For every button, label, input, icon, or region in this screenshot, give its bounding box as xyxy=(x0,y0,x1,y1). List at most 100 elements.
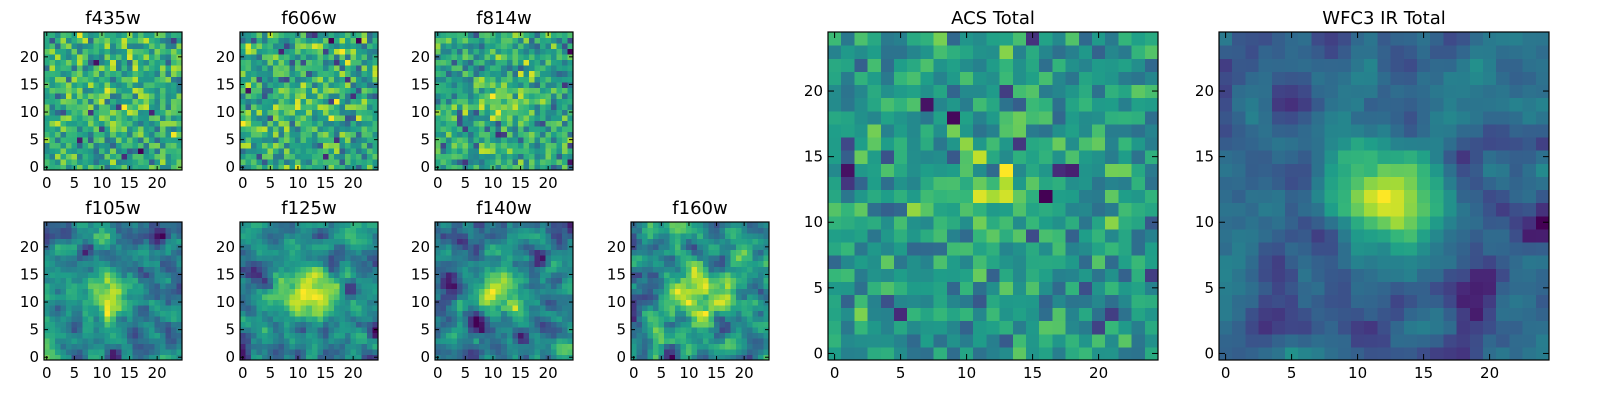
heatmap-cell xyxy=(440,136,447,143)
heatmap-cell xyxy=(473,32,480,39)
heatmap-cell xyxy=(880,320,895,335)
heatmap-cell xyxy=(350,48,357,55)
heatmap-cell xyxy=(350,98,357,105)
heatmap-cell xyxy=(82,76,89,83)
heatmap-cell xyxy=(999,189,1014,204)
heatmap-cell xyxy=(973,333,987,348)
heatmap-cell xyxy=(986,202,1001,217)
heatmap-cell xyxy=(1118,189,1133,204)
heatmap-cell xyxy=(344,125,351,132)
heatmap-cell xyxy=(361,227,368,234)
heatmap-cell xyxy=(66,260,73,267)
heatmap-cell xyxy=(1131,228,1146,243)
heatmap-cell xyxy=(159,158,167,166)
heatmap-cell xyxy=(907,307,921,322)
heatmap-cell xyxy=(501,32,508,39)
heatmap-cell xyxy=(528,37,535,44)
heatmap-cell xyxy=(528,59,535,66)
heatmap-cell xyxy=(490,277,497,284)
heatmap-cell xyxy=(534,271,541,278)
panel-title: f125w xyxy=(281,198,336,219)
heatmap-cell xyxy=(512,332,519,339)
heatmap-cell xyxy=(71,227,78,234)
heatmap-cell xyxy=(121,222,128,229)
heatmap-cell xyxy=(165,310,172,317)
heatmap-cell xyxy=(143,321,150,328)
heatmap-cell xyxy=(267,43,274,50)
heatmap-cell xyxy=(550,37,558,44)
heatmap-cell xyxy=(1065,202,1080,217)
heatmap-cell xyxy=(115,227,122,234)
heatmap-cell xyxy=(93,81,100,88)
heatmap-cell xyxy=(523,92,530,99)
heatmap-cell xyxy=(317,233,324,240)
heatmap-cell xyxy=(278,70,285,77)
heatmap-cell xyxy=(539,288,546,295)
heatmap-cell xyxy=(730,315,737,322)
heatmap-cell xyxy=(350,136,357,143)
heatmap-cell xyxy=(339,310,346,317)
heatmap-cell xyxy=(159,114,167,121)
heatmap-cell xyxy=(66,354,73,361)
heatmap-cell xyxy=(148,120,155,127)
heatmap-cell xyxy=(647,310,654,317)
heatmap-cell xyxy=(170,32,178,39)
heatmap-cell xyxy=(1026,294,1040,309)
heatmap-cell xyxy=(763,332,770,339)
heatmap-cell xyxy=(361,142,368,149)
heatmap-cell xyxy=(251,142,258,149)
y-tick-label: 10 xyxy=(216,293,235,311)
heatmap-cell xyxy=(647,260,654,267)
heatmap-cell xyxy=(1026,241,1040,256)
heatmap-cell xyxy=(88,310,95,317)
heatmap-cell xyxy=(333,326,340,333)
heatmap-cell xyxy=(361,114,368,121)
heatmap-cell xyxy=(289,343,296,350)
heatmap-cell xyxy=(267,233,274,240)
heatmap-cell xyxy=(245,266,252,273)
heatmap-cell xyxy=(170,136,178,143)
heatmap-cell xyxy=(473,136,480,143)
heatmap-cell xyxy=(60,354,67,361)
heatmap-cell xyxy=(752,255,759,262)
heatmap-cell xyxy=(165,332,172,339)
heatmap-cell xyxy=(523,238,530,245)
heatmap-cell xyxy=(137,299,144,306)
heatmap-cell xyxy=(484,48,491,55)
heatmap-cell xyxy=(1026,176,1040,191)
heatmap-cell xyxy=(295,120,302,127)
heatmap-cell xyxy=(344,48,351,55)
heatmap-cell xyxy=(757,238,765,245)
heatmap-cell xyxy=(55,282,62,289)
heatmap-cell xyxy=(278,249,285,256)
heatmap-cell xyxy=(165,227,172,234)
heatmap-cell xyxy=(642,337,649,345)
heatmap-cell xyxy=(462,81,469,88)
heatmap-cell xyxy=(322,125,329,132)
heatmap-cell xyxy=(333,244,340,251)
heatmap-cell xyxy=(490,87,497,94)
heatmap-cell xyxy=(440,142,447,149)
heatmap-cell xyxy=(44,233,51,240)
heatmap-cell xyxy=(647,332,654,339)
heatmap-cell xyxy=(44,321,51,328)
heatmap-cell xyxy=(534,120,541,127)
heatmap-cell xyxy=(484,32,491,39)
heatmap-cell xyxy=(468,158,475,166)
heatmap-cell xyxy=(457,136,464,143)
heatmap-cell xyxy=(366,125,374,132)
heatmap-cell xyxy=(295,109,302,116)
heatmap-cell xyxy=(273,227,280,234)
heatmap-cell xyxy=(479,260,486,267)
heatmap-cell xyxy=(71,59,78,66)
heatmap-cell xyxy=(66,233,73,240)
heatmap-cell xyxy=(251,43,258,50)
heatmap-cell xyxy=(71,299,78,306)
heatmap-cell xyxy=(154,271,161,278)
heatmap-cell xyxy=(295,337,302,345)
heatmap-cell xyxy=(306,354,313,361)
heatmap-cell xyxy=(132,153,139,160)
heatmap-cell xyxy=(702,222,709,229)
heatmap-cell xyxy=(306,147,313,155)
heatmap-cell xyxy=(534,282,541,289)
